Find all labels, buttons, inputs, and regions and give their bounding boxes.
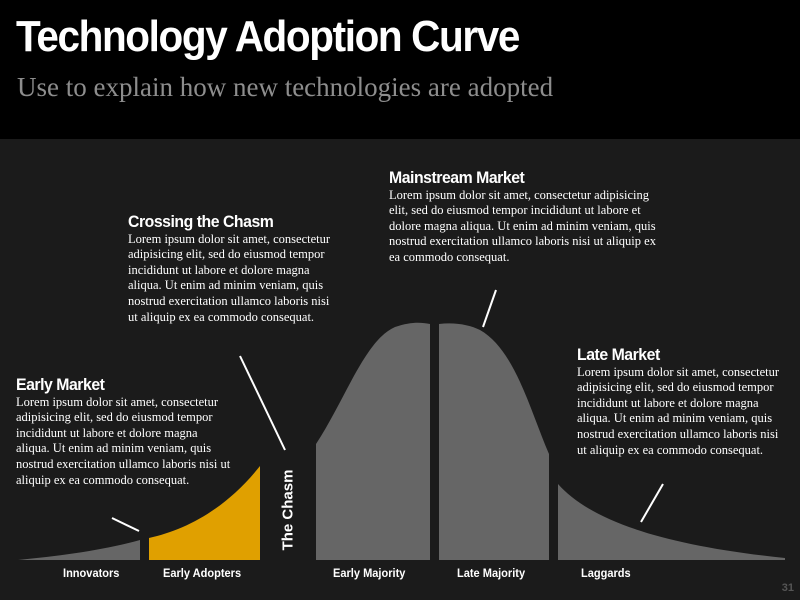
- title-bar: [0, 0, 800, 139]
- segment-late-majority: [439, 323, 549, 560]
- segment-innovators: [18, 540, 140, 560]
- mainstream-market-text: Lorem ipsum dolor sit amet, consectetur …: [389, 187, 656, 264]
- pointer-line-chasm: [239, 355, 286, 451]
- segment-early-majority: [316, 322, 430, 560]
- early-market-text: Lorem ipsum dolor sit amet, consectetur …: [16, 394, 231, 487]
- chasm-label: The Chasm: [279, 469, 297, 551]
- label-innovators: Innovators: [63, 566, 120, 580]
- crossing-chasm-text: Lorem ipsum dolor sit amet, consectetur …: [128, 231, 331, 324]
- page-title: Technology Adoption Curve: [16, 12, 520, 61]
- late-market-callout: Late Market Lorem ipsum dolor sit amet, …: [577, 345, 789, 458]
- label-early-adopters: Early Adopters: [163, 566, 242, 580]
- crossing-chasm-callout: Crossing the Chasm Lorem ipsum dolor sit…: [128, 212, 340, 325]
- segment-early-adopters: [149, 466, 260, 560]
- late-market-text: Lorem ipsum dolor sit amet, consectetur …: [577, 364, 780, 457]
- early-market-heading: Early Market: [16, 375, 105, 394]
- mainstream-market-heading: Mainstream Market: [389, 168, 525, 187]
- label-laggards: Laggards: [581, 566, 631, 580]
- late-market-heading: Late Market: [577, 345, 660, 364]
- mainstream-market-callout: Mainstream Market Lorem ipsum dolor sit …: [389, 168, 664, 266]
- early-market-callout: Early Market Lorem ipsum dolor sit amet,…: [16, 375, 231, 488]
- label-late-majority: Late Majority: [457, 566, 526, 580]
- pointer-line-late-market: [640, 483, 664, 523]
- segment-laggards: [558, 484, 785, 560]
- pointer-line-mainstream: [482, 289, 497, 328]
- page-subtitle: Use to explain how new technologies are …: [17, 72, 554, 102]
- page-number: 31: [781, 582, 794, 594]
- label-early-majority: Early Majority: [333, 566, 406, 580]
- crossing-chasm-heading: Crossing the Chasm: [128, 212, 274, 231]
- pointer-line-early-market: [111, 517, 140, 532]
